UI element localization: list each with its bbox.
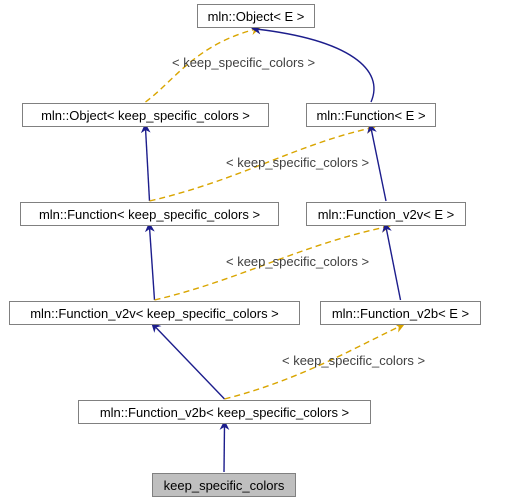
edge-label-3: < keep_specific_colors > bbox=[282, 353, 425, 368]
node-obj_e[interactable]: mln::Object< E > bbox=[197, 4, 315, 28]
node-v2v_ksc[interactable]: mln::Function_v2v< keep_specific_colors … bbox=[9, 301, 300, 325]
node-obj_ksc[interactable]: mln::Object< keep_specific_colors > bbox=[22, 103, 269, 127]
edge-label-1: < keep_specific_colors > bbox=[226, 155, 369, 170]
edge-ksc-v2b_ksc bbox=[224, 425, 225, 472]
edge-v2b_e-v2v_e bbox=[386, 227, 401, 300]
edge-func_ksc-obj_ksc bbox=[146, 128, 150, 201]
node-func_ksc[interactable]: mln::Function< keep_specific_colors > bbox=[20, 202, 279, 226]
node-func_e[interactable]: mln::Function< E > bbox=[306, 103, 436, 127]
node-v2b_e[interactable]: mln::Function_v2b< E > bbox=[320, 301, 481, 325]
node-ksc[interactable]: keep_specific_colors bbox=[152, 473, 296, 497]
diagram-canvas: mln::Object< E >mln::Object< keep_specif… bbox=[0, 0, 507, 504]
edge-label-0: < keep_specific_colors > bbox=[172, 55, 315, 70]
edge-label-2: < keep_specific_colors > bbox=[226, 254, 369, 269]
edges-svg bbox=[0, 0, 507, 504]
node-v2b_ksc[interactable]: mln::Function_v2b< keep_specific_colors … bbox=[78, 400, 371, 424]
edge-v2v_ksc-func_ksc bbox=[150, 227, 155, 300]
edge-v2v_e-func_e bbox=[371, 128, 386, 201]
edge-v2b_ksc-v2v_ksc bbox=[155, 326, 225, 399]
node-v2v_e[interactable]: mln::Function_v2v< E > bbox=[306, 202, 466, 226]
